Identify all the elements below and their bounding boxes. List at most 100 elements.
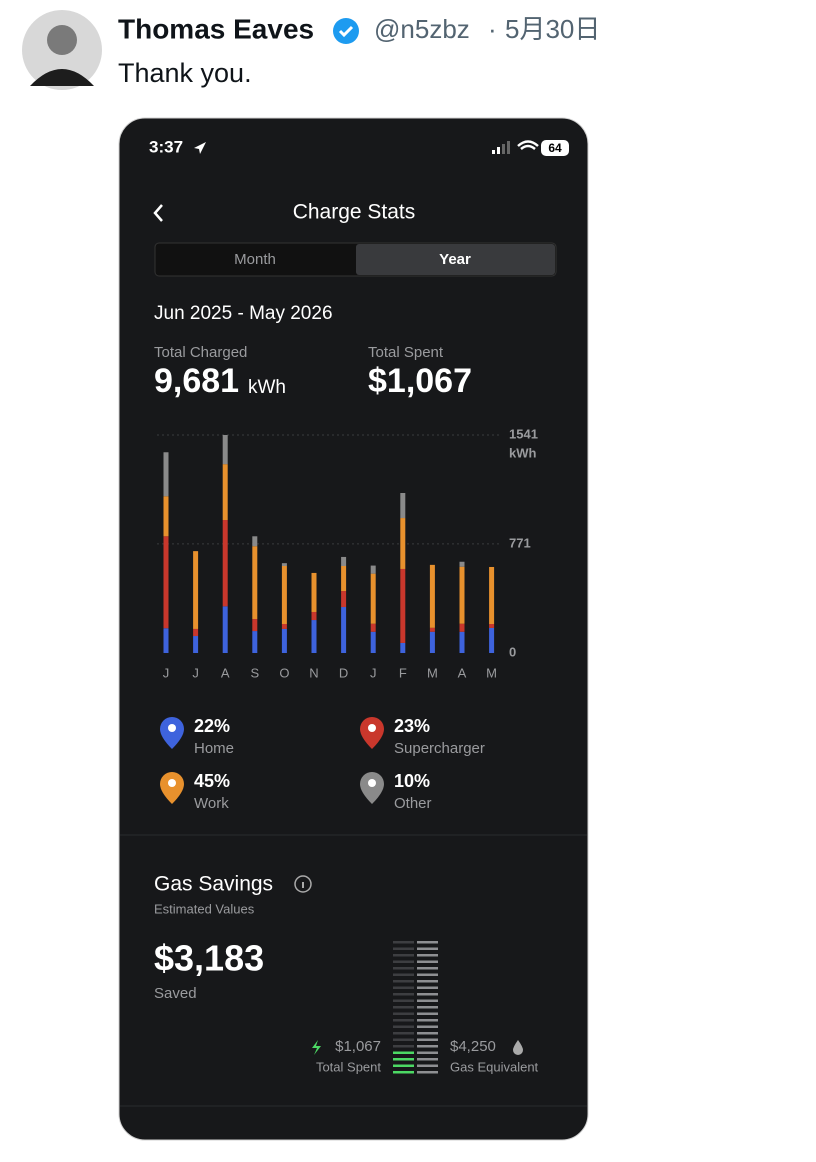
x-tick-label: A xyxy=(458,665,467,680)
ladder-step xyxy=(417,1032,438,1035)
x-tick-label: A xyxy=(221,665,230,680)
x-tick-label: J xyxy=(370,665,377,680)
ladder-step xyxy=(417,1006,438,1009)
ladder-step xyxy=(417,1071,438,1074)
bar-segment xyxy=(222,520,228,607)
spent-value: $1,067 xyxy=(335,1038,381,1055)
ladder-step xyxy=(417,947,438,950)
bar-segment xyxy=(222,464,228,521)
bar-segment xyxy=(252,619,258,632)
bar-segment xyxy=(222,435,228,465)
bar-segment xyxy=(459,566,465,624)
legend-name: Other xyxy=(394,795,432,812)
ladder-step xyxy=(417,1025,438,1028)
tab[interactable]: Month xyxy=(234,251,276,268)
ladder-step xyxy=(393,1045,414,1048)
ladder-step xyxy=(393,967,414,970)
bar-segment xyxy=(370,573,376,624)
bar-segment xyxy=(400,518,406,569)
ladder-step xyxy=(393,1025,414,1028)
ladder-step xyxy=(417,954,438,957)
ladder-step xyxy=(417,1012,438,1015)
back-button[interactable] xyxy=(153,204,163,222)
bar-segment xyxy=(311,620,317,653)
avatar-face xyxy=(47,25,77,55)
ladder-step xyxy=(393,960,414,963)
bar-segment xyxy=(400,642,406,653)
bar-segment xyxy=(281,628,287,653)
x-tick-label: J xyxy=(192,665,199,680)
ladder-step xyxy=(393,986,414,989)
y-tick-label: 0 xyxy=(509,644,516,659)
legend-pin-dot xyxy=(368,724,376,732)
x-tick-label: D xyxy=(339,665,348,680)
bar-segment xyxy=(429,564,435,628)
ladder-step xyxy=(417,993,438,996)
bar-segment xyxy=(193,628,199,637)
y-tick-label: 1541 xyxy=(509,426,538,441)
x-tick-label: N xyxy=(309,665,318,680)
signal-icon xyxy=(492,141,510,154)
ladder-step xyxy=(393,954,414,957)
bolt-icon xyxy=(312,1040,321,1055)
legend-pin xyxy=(360,717,384,749)
gas-ladder xyxy=(393,941,438,1074)
saved-value: $3,183 xyxy=(154,938,264,979)
bar-segment xyxy=(341,556,347,566)
bar-segment xyxy=(252,536,258,547)
bar-segment xyxy=(163,452,169,497)
ladder-step xyxy=(417,1058,438,1061)
bar-segment xyxy=(281,623,287,629)
ladder-step xyxy=(417,986,438,989)
tweet-date[interactable]: 5月30日 xyxy=(505,14,600,44)
user-handle[interactable]: @n5zbz xyxy=(374,14,470,44)
y-tick-label: 771 xyxy=(509,535,531,550)
tab[interactable]: Year xyxy=(439,251,471,268)
drop-icon xyxy=(513,1040,523,1055)
tweet-text: Thank you. xyxy=(118,58,252,88)
legend-pin-dot xyxy=(168,779,176,787)
stat-label: Total Spent xyxy=(368,344,444,361)
user-name[interactable]: Thomas Eaves xyxy=(118,13,314,44)
ladder-step xyxy=(393,947,414,950)
battery-icon xyxy=(541,140,569,156)
stat-value: $1,067 xyxy=(368,362,472,400)
legend-share: 23% xyxy=(394,716,430,736)
ladder-step xyxy=(393,1051,414,1054)
info-icon[interactable] xyxy=(294,875,312,893)
bar-segment xyxy=(281,563,287,566)
x-tick-label: F xyxy=(399,665,407,680)
legend-share: 45% xyxy=(194,771,230,791)
ladder-step xyxy=(417,1045,438,1048)
bar-segment xyxy=(341,607,347,653)
ladder-step xyxy=(417,960,438,963)
x-tick-label: J xyxy=(163,665,170,680)
period: Jun 2025 - May 2026 xyxy=(154,303,333,324)
ladder-step xyxy=(393,1012,414,1015)
ladder-step xyxy=(393,980,414,983)
legend-name: Supercharger xyxy=(394,740,485,757)
bar-segment xyxy=(489,566,495,624)
bar-segment xyxy=(193,636,199,653)
location-icon xyxy=(194,142,206,154)
ladder-step xyxy=(393,973,414,976)
section-subtitle: Estimated Values xyxy=(154,901,255,916)
ladder-step xyxy=(393,1032,414,1035)
screen-title: Charge Stats xyxy=(293,201,416,224)
bar-segment xyxy=(281,565,287,624)
ladder-step xyxy=(393,993,414,996)
bar-segment xyxy=(370,623,376,632)
bar-segment xyxy=(459,561,465,567)
ladder-step xyxy=(393,1058,414,1061)
ladder-step xyxy=(393,1071,414,1074)
ladder-step xyxy=(417,980,438,983)
section-title: Gas Savings xyxy=(154,873,273,896)
bar-segment xyxy=(163,536,169,629)
avatar-body xyxy=(30,69,94,86)
phone-screen[interactable] xyxy=(118,117,589,1141)
bar-segment xyxy=(163,496,169,537)
bar-segment xyxy=(429,631,435,653)
ladder-step xyxy=(393,1006,414,1009)
ladder-step xyxy=(417,973,438,976)
